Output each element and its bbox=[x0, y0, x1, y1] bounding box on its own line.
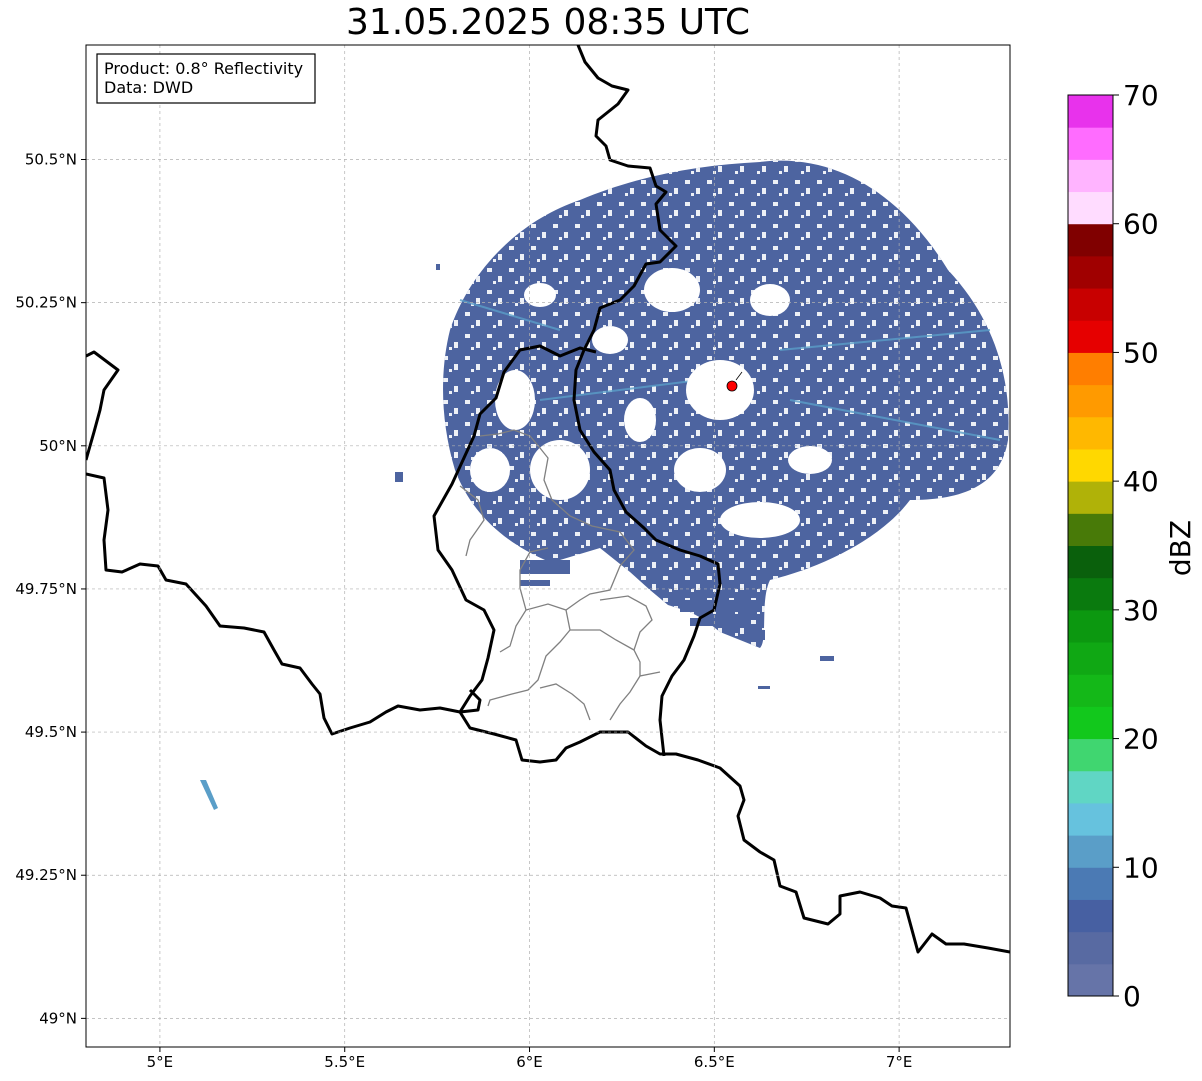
small-echo-streak bbox=[200, 780, 218, 810]
colorbar-swatch bbox=[1068, 770, 1113, 804]
info-box: Product: 0.8° Reflectivity Data: DWD bbox=[96, 53, 316, 104]
y-axis-ticks: 49°N 49.25°N 49.5°N 49.75°N 50°N 50.25°N 50.5°… bbox=[15, 151, 86, 1027]
colorbar-unit-label: dBZ bbox=[1164, 520, 1197, 576]
colorbar-swatch bbox=[1068, 255, 1113, 289]
colorbar-tick-label: 30 bbox=[1123, 594, 1159, 627]
colorbar-swatch bbox=[1068, 867, 1113, 900]
colorbar-swatch bbox=[1068, 513, 1113, 546]
x-tick-label: 7°E bbox=[886, 1053, 913, 1071]
x-tick-label: 5.5°E bbox=[324, 1053, 365, 1071]
y-tick-label: 50.5°N bbox=[25, 151, 77, 169]
radar-site-tick bbox=[735, 371, 743, 381]
colorbar-tick-label: 60 bbox=[1123, 208, 1159, 241]
colorbar-swatch bbox=[1068, 642, 1113, 675]
y-tick-label: 49.25°N bbox=[15, 866, 77, 884]
colorbar-tick-label: 50 bbox=[1123, 336, 1159, 369]
x-tick-label: 6.5°E bbox=[694, 1053, 735, 1071]
colorbar-swatch bbox=[1068, 191, 1113, 225]
x-tick-label: 5°E bbox=[147, 1053, 174, 1071]
colorbar-swatch bbox=[1068, 738, 1113, 772]
x-axis-ticks: 5°E 5.5°E 6°E 6.5°E 7°E bbox=[147, 1047, 913, 1071]
colorbar-swatch bbox=[1068, 481, 1113, 514]
map-title: 31.05.2025 08:35 UTC bbox=[345, 2, 751, 43]
y-tick-label: 49.75°N bbox=[15, 580, 77, 598]
colorbar-swatch bbox=[1068, 545, 1113, 579]
colorbar-swatch bbox=[1068, 288, 1113, 321]
y-tick-label: 49.5°N bbox=[25, 723, 77, 741]
admin-borders bbox=[459, 429, 661, 721]
scattered-echoes bbox=[395, 264, 834, 689]
clear-gaps bbox=[470, 268, 832, 538]
y-tick-label: 50°N bbox=[39, 437, 77, 455]
colorbar-swatch bbox=[1068, 609, 1113, 643]
colorbar-tick-label: 20 bbox=[1123, 723, 1159, 756]
border-france-germany bbox=[458, 711, 1010, 954]
colorbar bbox=[1068, 95, 1113, 997]
country-borders bbox=[86, 45, 1010, 954]
colorbar-swatch bbox=[1068, 320, 1113, 353]
x-tick-label: 6°E bbox=[516, 1053, 543, 1071]
info-source: Data: DWD bbox=[104, 78, 193, 97]
colorbar-swatch bbox=[1068, 384, 1113, 418]
y-tick-label: 49°N bbox=[39, 1009, 77, 1027]
border-belgium-france bbox=[86, 472, 482, 736]
border-germany-west bbox=[572, 45, 722, 757]
border-belgium-netherlands bbox=[86, 350, 120, 461]
colorbar-swatch bbox=[1068, 352, 1113, 386]
radar-site-marker bbox=[726, 380, 738, 392]
info-product: Product: 0.8° Reflectivity bbox=[104, 59, 303, 78]
colorbar-swatch bbox=[1068, 899, 1113, 933]
colorbar-swatch bbox=[1068, 416, 1113, 450]
colorbar-tick-label: 0 bbox=[1123, 980, 1141, 1013]
colorbar-swatch bbox=[1068, 931, 1113, 965]
colorbar-frame bbox=[1067, 94, 1114, 997]
map-frame bbox=[85, 44, 1011, 1048]
y-tick-label: 50.25°N bbox=[15, 294, 77, 312]
colorbar-swatch bbox=[1068, 674, 1113, 707]
colorbar-swatch bbox=[1068, 223, 1113, 257]
graticule bbox=[86, 45, 1010, 1047]
colorbar-swatch bbox=[1068, 159, 1113, 193]
border-luxembourg bbox=[432, 344, 597, 713]
colorbar-swatch bbox=[1068, 835, 1113, 868]
colorbar-tick-label: 40 bbox=[1123, 465, 1159, 498]
colorbar-ticks: 0 10 20 30 40 50 60 70 bbox=[1113, 79, 1159, 1013]
colorbar-swatch bbox=[1068, 95, 1113, 128]
colorbar-tick-label: 10 bbox=[1123, 851, 1159, 884]
light-return-streaks bbox=[459, 299, 1001, 441]
colorbar-swatch bbox=[1068, 448, 1113, 482]
colorbar-swatch bbox=[1068, 706, 1113, 740]
colorbar-swatch bbox=[1068, 963, 1113, 997]
colorbar-swatch bbox=[1068, 802, 1113, 836]
radar-coverage bbox=[200, 160, 1009, 810]
colorbar-swatch bbox=[1068, 577, 1113, 611]
colorbar-swatch bbox=[1068, 127, 1113, 160]
colorbar-tick-label: 70 bbox=[1123, 79, 1159, 112]
